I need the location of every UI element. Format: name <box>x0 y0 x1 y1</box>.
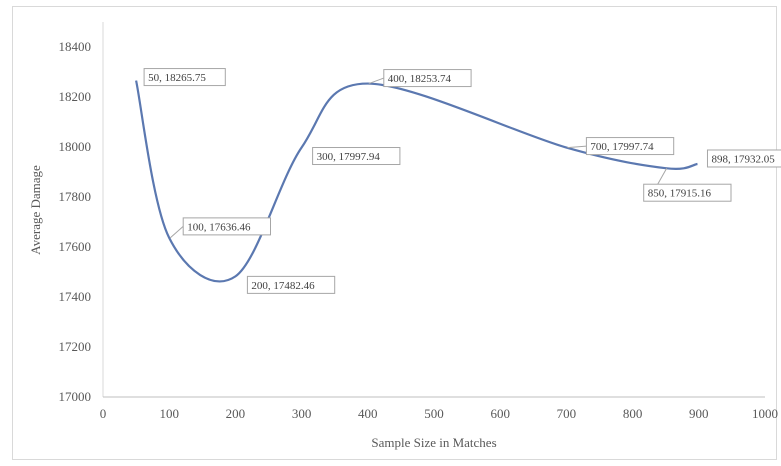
label-leader-line <box>567 145 587 149</box>
data-label: 100, 17636.46 <box>182 217 271 236</box>
x-tick-label: 900 <box>689 406 709 421</box>
y-tick-label: 17000 <box>59 389 92 404</box>
label-leader-line <box>169 226 184 239</box>
data-label-text: 700, 17997.74 <box>590 141 654 153</box>
data-label: 400, 18253.74 <box>383 69 472 88</box>
data-label-text: 898, 17932.05 <box>711 153 775 165</box>
label-leader-lines <box>169 77 668 239</box>
data-label-text: 100, 17636.46 <box>187 221 251 233</box>
data-label-text: 300, 17997.94 <box>317 151 381 163</box>
y-tick-labels: 17000 17200 17400 17600 17800 18000 18200 18400 <box>59 39 92 404</box>
y-tick-label: 17400 <box>59 289 92 304</box>
data-label: 700, 17997.74 <box>585 137 675 156</box>
data-label-text: 850, 17915.16 <box>648 188 712 200</box>
data-label-text: 400, 18253.74 <box>388 73 452 85</box>
data-label: 200, 17482.46 <box>246 275 336 294</box>
y-tick-label: 17600 <box>59 239 92 254</box>
data-label-box <box>585 137 675 156</box>
x-tick-labels: 0 100 200 300 400 500 600 700 800 900 1000 <box>100 406 778 421</box>
y-tick-label: 17800 <box>59 189 92 204</box>
x-tick-label: 500 <box>424 406 444 421</box>
x-axis-title: Sample Size in Matches <box>371 435 496 450</box>
data-label-text: 200, 17482.46 <box>251 280 315 292</box>
x-tick-label: 1000 <box>752 406 778 421</box>
x-tick-label: 600 <box>490 406 510 421</box>
x-tick-label: 400 <box>358 406 378 421</box>
x-tick-label: 800 <box>623 406 643 421</box>
series-line <box>135 80 698 283</box>
data-label-box <box>246 275 336 294</box>
data-label-box <box>182 217 271 236</box>
data-label: 50, 18265.75 <box>143 68 226 87</box>
data-labels: 50, 18265.75 100, 17636.46 200, 17482.46 30… <box>143 68 781 294</box>
x-tick-label: 300 <box>292 406 312 421</box>
label-leader-line <box>368 77 384 85</box>
y-tick-label: 18400 <box>59 39 92 54</box>
data-label: 898, 17932.05 <box>706 149 781 168</box>
y-tick-label: 18000 <box>59 139 92 154</box>
x-tick-label: 200 <box>226 406 246 421</box>
x-tick-label: 100 <box>159 406 179 421</box>
y-tick-label: 17200 <box>59 339 92 354</box>
data-label-box <box>383 69 472 88</box>
data-label-box <box>312 147 401 166</box>
data-label-box <box>143 68 226 87</box>
data-label-box <box>643 183 732 202</box>
data-label-box <box>706 149 781 168</box>
x-tick-label: 0 <box>100 406 107 421</box>
y-tick-label: 18200 <box>59 89 92 104</box>
label-leader-line <box>657 167 668 185</box>
data-label: 850, 17915.16 <box>643 183 732 202</box>
y-axis-title: Average Damage <box>28 165 43 255</box>
data-label: 300, 17997.94 <box>312 147 401 166</box>
x-tick-label: 700 <box>557 406 577 421</box>
data-label-text: 50, 18265.75 <box>148 72 206 84</box>
